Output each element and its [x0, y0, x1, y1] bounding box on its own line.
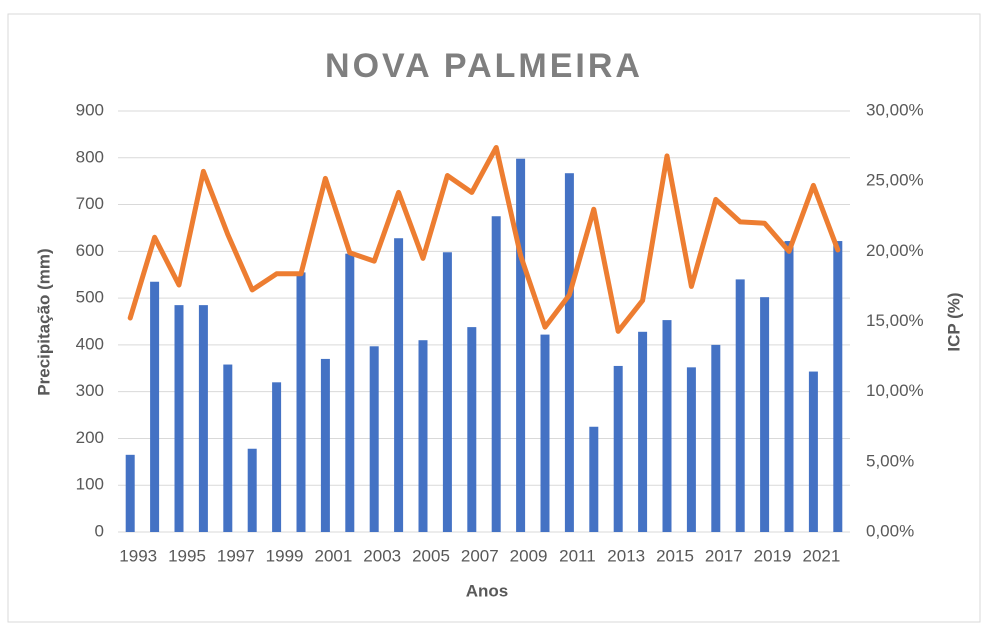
- y-tick-label: 400: [76, 334, 104, 353]
- bar: [345, 253, 355, 532]
- bar: [418, 340, 428, 532]
- y-tick-label: 700: [76, 194, 104, 213]
- bar: [760, 297, 770, 532]
- bar: [638, 331, 648, 532]
- x-tick-label: 2007: [461, 546, 499, 565]
- bar: [662, 320, 672, 532]
- bar: [150, 281, 160, 532]
- y2-tick-label: 30,00%: [866, 100, 924, 119]
- y2-tick-label: 0,00%: [866, 521, 914, 540]
- y-tick-label: 200: [76, 428, 104, 447]
- y-tick-label: 100: [76, 475, 104, 494]
- bar: [125, 454, 135, 532]
- x-tick-label: 2019: [754, 546, 792, 565]
- bar: [564, 173, 574, 532]
- x-tick-label: 1997: [217, 546, 255, 565]
- bar: [735, 279, 745, 532]
- y-tick-label: 800: [76, 147, 104, 166]
- bar: [686, 367, 696, 532]
- y2-tick-label: 20,00%: [866, 241, 924, 260]
- y-tick-label: 0: [95, 521, 104, 540]
- bar: [198, 305, 208, 532]
- chart-title: NOVA PALMEIRA: [325, 47, 643, 85]
- bar: [272, 382, 282, 532]
- bar: [589, 426, 599, 532]
- bar: [247, 448, 257, 532]
- bar: [394, 238, 404, 533]
- y2-tick-label: 5,00%: [866, 451, 914, 470]
- y2-tick-label: 15,00%: [866, 311, 924, 330]
- x-tick-label: 2001: [314, 546, 352, 565]
- y-tick-label: 300: [76, 381, 104, 400]
- bar: [491, 216, 501, 532]
- bar: [174, 305, 184, 532]
- bar: [516, 158, 526, 533]
- x-tick-label: 2003: [363, 546, 401, 565]
- x-tick-label: 2011: [559, 546, 596, 565]
- x-tick-label: 2017: [705, 546, 743, 565]
- x-tick-label: 2005: [412, 546, 450, 565]
- y2-axis-title: ICP (%): [944, 292, 963, 351]
- bar: [540, 334, 550, 532]
- x-tick-label: 2015: [656, 546, 694, 565]
- y-tick-label: 600: [76, 241, 104, 260]
- bar: [369, 346, 379, 532]
- bar: [711, 344, 721, 532]
- x-tick-label: 1999: [266, 546, 304, 565]
- bar: [784, 241, 794, 532]
- x-tick-label: 2021: [802, 546, 840, 565]
- bar: [613, 365, 623, 532]
- y-axis-title: Precipitação (mm): [34, 248, 53, 395]
- x-axis-title: Anos: [466, 581, 509, 600]
- y-tick-label: 900: [76, 100, 104, 119]
- x-tick-label: 1993: [119, 546, 157, 565]
- x-tick-label: 2009: [510, 546, 548, 565]
- x-tick-label: 2013: [607, 546, 645, 565]
- bar: [320, 358, 330, 532]
- bar: [833, 241, 843, 532]
- bar: [442, 252, 452, 532]
- bar: [467, 327, 477, 532]
- bar: [223, 364, 233, 532]
- bar: [296, 272, 306, 532]
- y-tick-label: 500: [76, 288, 104, 307]
- bar: [808, 371, 818, 532]
- x-tick-label: 1995: [168, 546, 206, 565]
- y2-tick-label: 25,00%: [866, 171, 924, 190]
- line: [127, 144, 841, 334]
- y2-tick-label: 10,00%: [866, 381, 924, 400]
